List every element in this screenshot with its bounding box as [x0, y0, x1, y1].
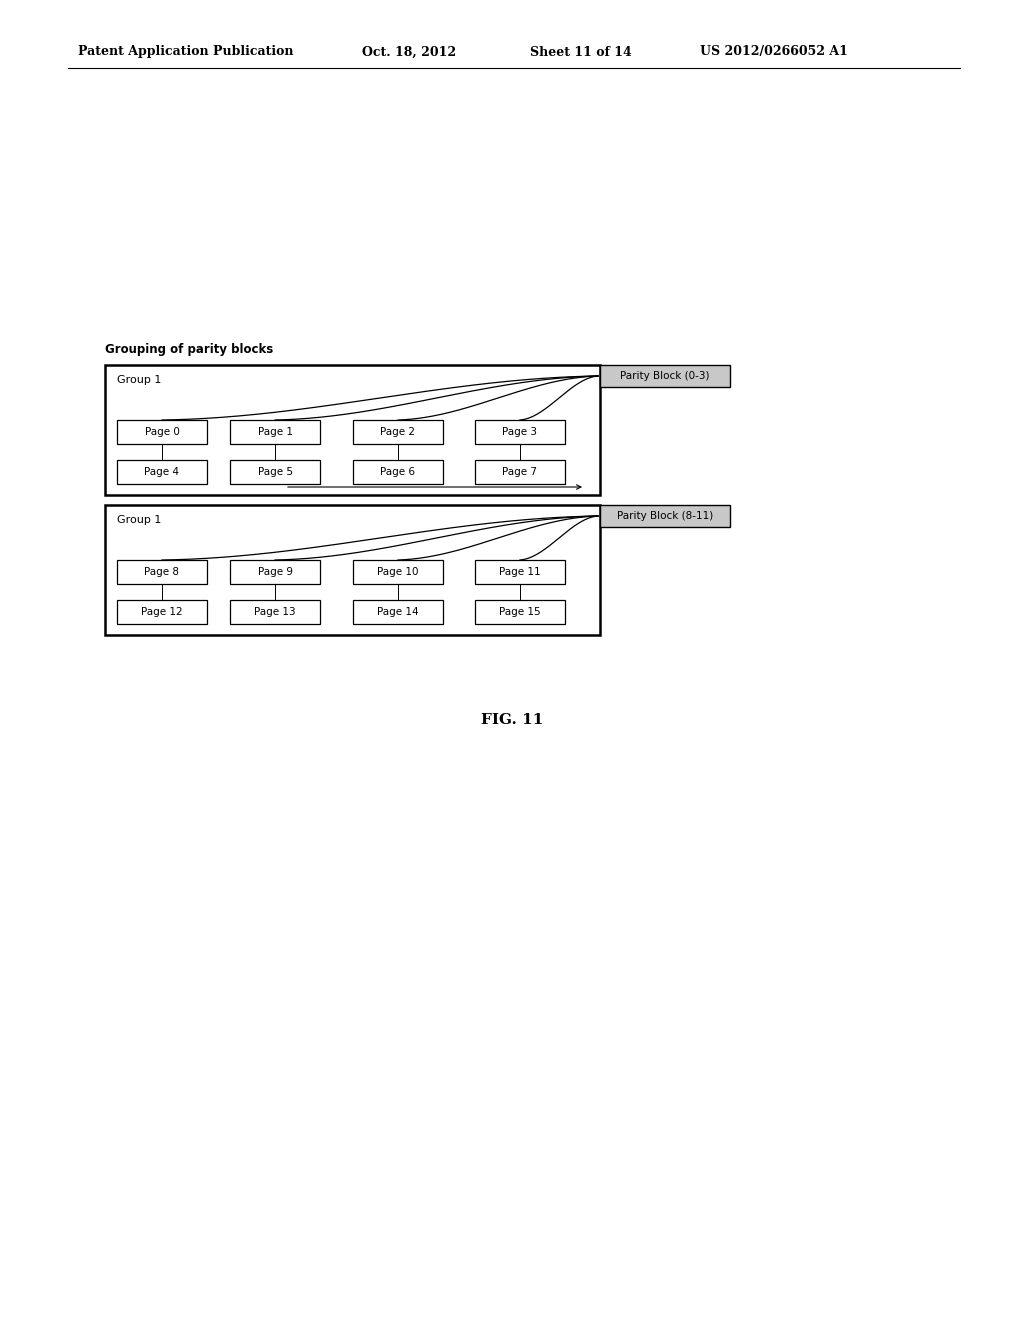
- Bar: [475, 420, 565, 444]
- Text: Page 15: Page 15: [499, 607, 541, 616]
- Text: US 2012/0266052 A1: US 2012/0266052 A1: [700, 45, 848, 58]
- Bar: [117, 601, 207, 624]
- Bar: [600, 506, 730, 527]
- Text: Page 3: Page 3: [503, 426, 538, 437]
- Text: Oct. 18, 2012: Oct. 18, 2012: [362, 45, 456, 58]
- Bar: [353, 601, 443, 624]
- Text: Page 5: Page 5: [257, 467, 293, 477]
- Text: Page 2: Page 2: [381, 426, 416, 437]
- Bar: [353, 420, 443, 444]
- Bar: [230, 560, 319, 583]
- Text: Page 9: Page 9: [257, 568, 293, 577]
- Text: Page 4: Page 4: [144, 467, 179, 477]
- Text: Page 1: Page 1: [257, 426, 293, 437]
- Bar: [117, 420, 207, 444]
- Text: Page 13: Page 13: [254, 607, 296, 616]
- Bar: [475, 601, 565, 624]
- Bar: [475, 560, 565, 583]
- Bar: [353, 459, 443, 484]
- Text: Page 10: Page 10: [377, 568, 419, 577]
- Text: Group 1: Group 1: [117, 515, 162, 525]
- Text: Group 1: Group 1: [117, 375, 162, 385]
- Bar: [353, 560, 443, 583]
- Text: Page 0: Page 0: [144, 426, 179, 437]
- Bar: [230, 459, 319, 484]
- Bar: [117, 560, 207, 583]
- Text: Page 12: Page 12: [141, 607, 183, 616]
- Text: Parity Block (8-11): Parity Block (8-11): [616, 511, 713, 521]
- Bar: [600, 366, 730, 387]
- Bar: [117, 459, 207, 484]
- Bar: [230, 420, 319, 444]
- Text: Page 11: Page 11: [499, 568, 541, 577]
- Text: Page 7: Page 7: [503, 467, 538, 477]
- Bar: [475, 459, 565, 484]
- Text: FIG. 11: FIG. 11: [481, 713, 543, 727]
- Text: Page 6: Page 6: [381, 467, 416, 477]
- Text: Parity Block (0-3): Parity Block (0-3): [621, 371, 710, 381]
- Text: Page 14: Page 14: [377, 607, 419, 616]
- Text: Sheet 11 of 14: Sheet 11 of 14: [530, 45, 632, 58]
- Text: Grouping of parity blocks: Grouping of parity blocks: [105, 343, 273, 356]
- Bar: [105, 506, 600, 635]
- Text: Patent Application Publication: Patent Application Publication: [78, 45, 294, 58]
- Text: Page 8: Page 8: [144, 568, 179, 577]
- Bar: [230, 601, 319, 624]
- Bar: [105, 366, 600, 495]
